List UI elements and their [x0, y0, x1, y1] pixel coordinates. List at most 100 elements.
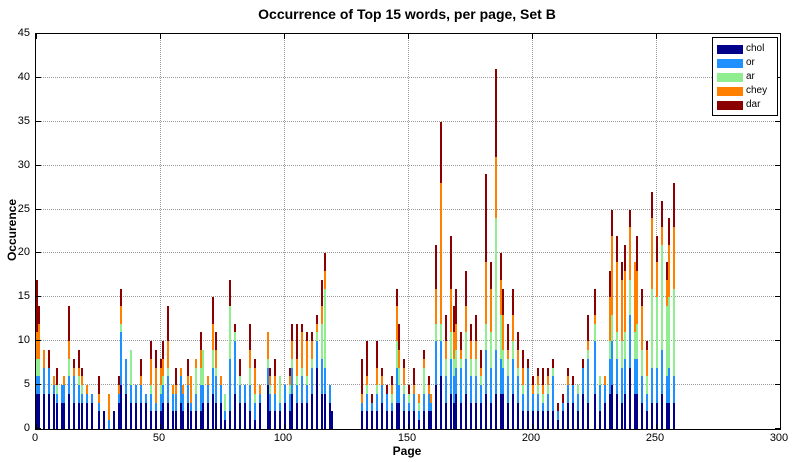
bar-segment-dar — [296, 323, 299, 359]
bar-segment-dar — [435, 244, 438, 289]
bar-segment-chol — [323, 393, 326, 429]
legend-label: or — [746, 57, 755, 68]
bar-segment-or — [586, 358, 589, 403]
bar — [331, 411, 334, 429]
bar — [60, 385, 63, 429]
bar-segment-or — [73, 376, 76, 403]
bar-segment-chey — [541, 385, 544, 394]
bar-segment-chey — [199, 350, 202, 368]
bar-segment-chey — [107, 393, 110, 421]
bar-segment-dar — [375, 341, 378, 368]
bar-segment-dar — [502, 288, 505, 315]
bar — [296, 323, 299, 429]
bar-segment-dar — [636, 235, 639, 272]
bar-segment-ar — [646, 376, 649, 394]
bar-segment-dar — [470, 323, 472, 342]
bar-segment-dar — [38, 306, 41, 324]
bar-segment-chey — [633, 262, 636, 333]
bar — [370, 393, 373, 429]
bar-segment-ar — [452, 358, 455, 377]
bar-segment-dar — [660, 200, 663, 228]
bar-segment-chol — [162, 402, 165, 429]
bar-segment-dar — [527, 358, 530, 368]
bar-segment-ar — [38, 358, 41, 377]
bar-segment-chey — [321, 306, 324, 324]
bar-segment-ar — [296, 376, 299, 386]
bar — [586, 314, 589, 429]
bar-segment-ar — [130, 350, 133, 386]
bar-segment-chol — [452, 402, 455, 429]
bar-segment-chey — [311, 341, 314, 359]
bar-segment-or — [365, 393, 368, 412]
bar-segment-or — [656, 367, 658, 403]
bar-segment-dar — [249, 323, 252, 351]
bar-segment-chey — [646, 350, 649, 377]
bar-segment-dar — [608, 271, 611, 298]
bar-segment-chol — [68, 393, 71, 429]
x-tick-top — [160, 34, 161, 39]
bar-segment-chol — [112, 411, 115, 429]
bar — [229, 279, 232, 429]
bar-segment-dar — [571, 376, 574, 386]
bar-segment-dar — [288, 367, 291, 377]
bar — [288, 367, 291, 429]
bar-segment-chey — [621, 279, 624, 342]
bar-segment-chey — [390, 385, 393, 394]
bar-segment-ar — [512, 341, 515, 359]
x-tick-label: 250 — [645, 432, 665, 444]
bar-segment-chey — [179, 367, 182, 377]
y-tick — [36, 208, 41, 210]
bar — [408, 385, 410, 429]
bar-segment-or — [517, 376, 520, 403]
bar-segment-or — [484, 350, 487, 394]
bar-segment-dar — [460, 332, 463, 351]
legend-swatch-chey — [717, 86, 743, 96]
bar-segment-chol — [499, 393, 502, 429]
bar-segment-ar — [160, 385, 162, 394]
bar-segment-chey — [150, 358, 153, 386]
bar-segment-chol — [375, 411, 378, 429]
bar — [43, 350, 46, 429]
bar-segment-chol — [269, 411, 272, 429]
bar — [594, 288, 596, 429]
bar — [328, 385, 331, 429]
bar-segment-dar — [673, 183, 676, 228]
bar-segment-chey — [668, 244, 671, 298]
bar-segment-ar — [68, 358, 71, 377]
y-tick-right — [775, 252, 780, 254]
x-tick-top — [532, 34, 533, 39]
bar-segment-ar — [398, 367, 401, 386]
bar-segment-ar — [546, 385, 549, 394]
bar-segment-or — [430, 402, 433, 412]
y-tick-label: 5 — [23, 378, 30, 391]
bar — [259, 385, 262, 429]
bar-segment-dar — [403, 358, 406, 368]
bar-segment-ar — [150, 385, 153, 394]
bar-segment-chol — [641, 402, 644, 429]
bar — [460, 332, 463, 429]
bar-segment-or — [117, 393, 120, 403]
bar-segment-chol — [646, 411, 649, 429]
bar — [78, 350, 81, 429]
bar — [219, 376, 222, 429]
bar — [254, 358, 257, 429]
bar-segment-chol — [48, 393, 51, 429]
bar-segment-ar — [214, 367, 217, 377]
bar-segment-chol — [628, 367, 631, 429]
bar — [385, 385, 388, 429]
bar-segment-ar — [484, 323, 487, 351]
bar-segment-chey — [288, 376, 291, 386]
bar-segment-or — [194, 393, 197, 412]
bar-segment-dar — [214, 332, 217, 351]
x-tick-label: 200 — [521, 432, 541, 444]
bar — [174, 367, 177, 429]
bar-segment-chol — [603, 402, 606, 429]
bar-segment-or — [85, 393, 88, 403]
bar-segment-chey — [502, 314, 505, 351]
bar-segment-dar — [512, 288, 515, 315]
bar — [48, 350, 51, 429]
bar-segment-chey — [266, 332, 269, 359]
bar-segment-ar — [224, 393, 227, 412]
bar-segment-ar — [229, 306, 232, 359]
bar-segment-or — [167, 376, 170, 403]
